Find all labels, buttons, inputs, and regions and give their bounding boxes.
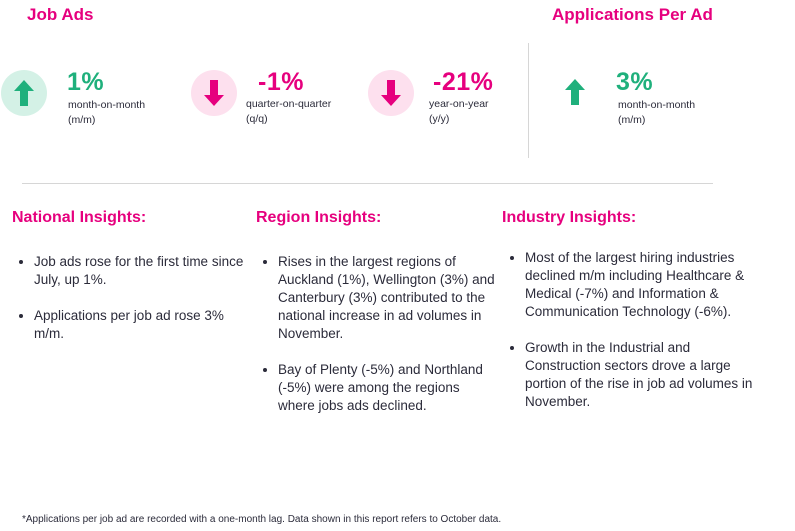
list-item: Most of the largest hiring industries de… (525, 249, 759, 321)
stat-yy-label: year-on-year (y/y) (429, 97, 489, 127)
industry-insights-list: Most of the largest hiring industries de… (503, 249, 759, 429)
job-ads-title: Job Ads (27, 5, 94, 24)
industry-insights-title: Industry Insights: (502, 209, 637, 226)
footnote: *Applications per job ad are recorded wi… (22, 514, 502, 525)
apps-arrow-up-icon-wrap (565, 79, 585, 110)
list-item: Rises in the largest regions of Auckland… (278, 253, 496, 343)
list-item: Growth in the Industrial and Constructio… (525, 339, 759, 411)
stat-yy-label-line1: year-on-year (429, 98, 489, 110)
apps-stat-label-line1: month-on-month (618, 99, 696, 111)
list-item: Applications per job ad rose 3% m/m. (34, 307, 250, 343)
stat-mm-icon-circle (1, 70, 47, 116)
region-insights-title: Region Insights: (256, 209, 382, 226)
arrow-up-icon (565, 79, 585, 105)
list-item: Bay of Plenty (-5%) and Northland (-5%) … (278, 361, 496, 415)
stat-qq-label: quarter-on-quarter (q/q) (246, 97, 331, 127)
stat-yy-label-line2: (y/y) (429, 113, 450, 125)
arrow-down-icon (204, 80, 224, 106)
apps-stat-value: 3% (616, 68, 654, 96)
stat-mm-label-line1: month-on-month (68, 99, 146, 111)
horizontal-divider (22, 183, 713, 184)
stat-qq-value: -1% (258, 68, 304, 96)
region-insights-list: Rises in the largest regions of Auckland… (256, 253, 496, 433)
stat-yy-icon-circle (368, 70, 414, 116)
national-insights-list: Job ads rose for the first time since Ju… (12, 253, 250, 361)
stat-qq-icon-circle (191, 70, 237, 116)
vertical-divider (528, 43, 529, 158)
national-insights-title: National Insights: (12, 209, 147, 226)
stat-mm-value: 1% (67, 68, 105, 96)
apps-stat-label-line2: (m/m) (618, 114, 646, 126)
arrow-up-icon (14, 80, 34, 106)
stat-qq-label-line1: quarter-on-quarter (246, 98, 332, 110)
applications-per-ad-title: Applications Per Ad (552, 5, 713, 24)
list-item: Job ads rose for the first time since Ju… (34, 253, 250, 289)
arrow-down-icon (381, 80, 401, 106)
stat-yy-value: -21% (433, 68, 494, 96)
stat-qq-label-line2: (q/q) (246, 113, 268, 125)
apps-stat-label: month-on-month (m/m) (618, 98, 695, 128)
stat-mm-label-line2: (m/m) (68, 114, 96, 126)
stat-mm-label: month-on-month (m/m) (68, 98, 145, 128)
